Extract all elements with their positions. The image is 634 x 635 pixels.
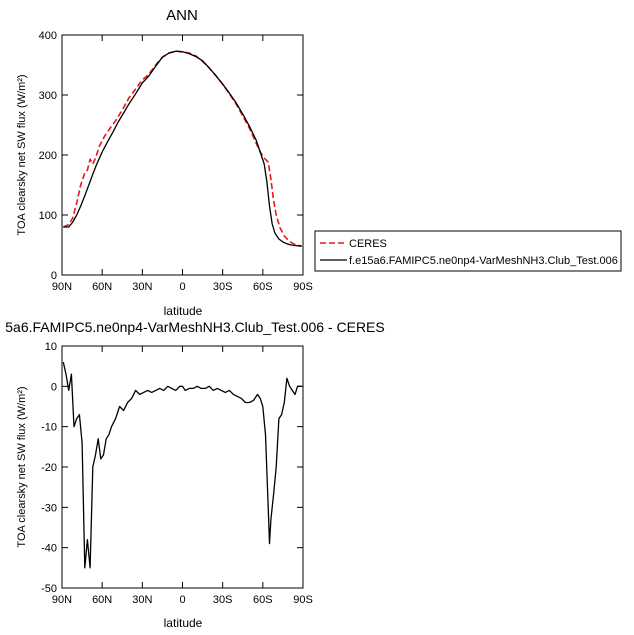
top-y-tick-label: 400 — [39, 30, 57, 42]
bottom-y-tick-label: 0 — [51, 381, 57, 393]
bottom-series-lines — [62, 361, 302, 569]
top-y-tick-label: 200 — [39, 150, 57, 162]
legend-label-ceres: CERES — [349, 238, 387, 250]
top-x-tick-label: 90N — [52, 281, 72, 293]
top-x-tick-label: 90S — [293, 281, 313, 293]
bottom-y-tick-label: -10 — [41, 422, 57, 434]
bottom-x-tick-label: 90N — [52, 594, 72, 606]
legend: CERES f.e15a6.FAMIPC5.ne0np4-VarMeshNH3.… — [314, 230, 622, 272]
top-y-tick-label: 300 — [39, 90, 57, 102]
bottom-x-tick-label: 30N — [132, 594, 152, 606]
bottom-y-axis-label: TOA clearsky net SW flux (W/m²) — [16, 386, 28, 547]
bottom-series-line-0 — [62, 361, 302, 569]
bottom-x-tick-label: 60S — [253, 594, 273, 606]
top-y-tick-label: 100 — [39, 210, 57, 222]
top-x-tick-label: 60N — [92, 281, 112, 293]
bottom-x-tick-label: 60N — [92, 594, 112, 606]
bottom-x-axis-label: latitude — [164, 616, 203, 630]
top-series-lines — [62, 50, 302, 247]
top-x-tick-label: 60S — [253, 281, 273, 293]
bottom-plot-frame — [61, 345, 304, 589]
top-y-axis-label: TOA clearsky net SW flux (W/m²) — [16, 74, 28, 235]
top-panel: ANN TOA clearsky net SW flux (W/m²) lati… — [16, 7, 313, 318]
legend-box — [314, 230, 622, 272]
top-y-tick-label: 0 — [51, 270, 57, 282]
bottom-y-tick-label: -30 — [41, 502, 57, 514]
top-x-tick-label: 0 — [179, 281, 185, 293]
top-series-line-1 — [63, 50, 302, 247]
top-series-line-0 — [62, 50, 302, 247]
bottom-chart-title: 5a6.FAMIPC5.ne0np4-VarMeshNH3.Club_Test.… — [5, 319, 384, 335]
bottom-x-tick-label: 0 — [179, 594, 185, 606]
bottom-y-tick-label: 10 — [45, 341, 57, 353]
top-chart-title: ANN — [166, 7, 198, 24]
bottom-x-tick-label: 90S — [293, 594, 313, 606]
bottom-y-tick-label: -50 — [41, 583, 57, 595]
bottom-axis-ticks: 90N 60N 30N 0 30S 60S 90S 10 0 -10 -20 -30 -40 -50 — [41, 341, 313, 606]
bottom-panel: 5a6.FAMIPC5.ne0np4-VarMeshNH3.Club_Test.… — [5, 319, 384, 630]
top-x-tick-label: 30S — [213, 281, 233, 293]
bottom-y-tick-label: -20 — [41, 462, 57, 474]
top-plot-frame — [61, 34, 304, 276]
top-axis-ticks: 90N 60N 30N 0 30S 60S 90S 0 100 200 300 400 — [39, 30, 313, 293]
bottom-y-tick-label: -40 — [41, 543, 57, 555]
legend-label-model: f.e15a6.FAMIPC5.ne0np4-VarMeshNH3.Club_T… — [349, 255, 618, 267]
top-x-tick-label: 30N — [132, 281, 152, 293]
bottom-x-tick-label: 30S — [213, 594, 233, 606]
top-x-axis-label: latitude — [164, 304, 203, 318]
